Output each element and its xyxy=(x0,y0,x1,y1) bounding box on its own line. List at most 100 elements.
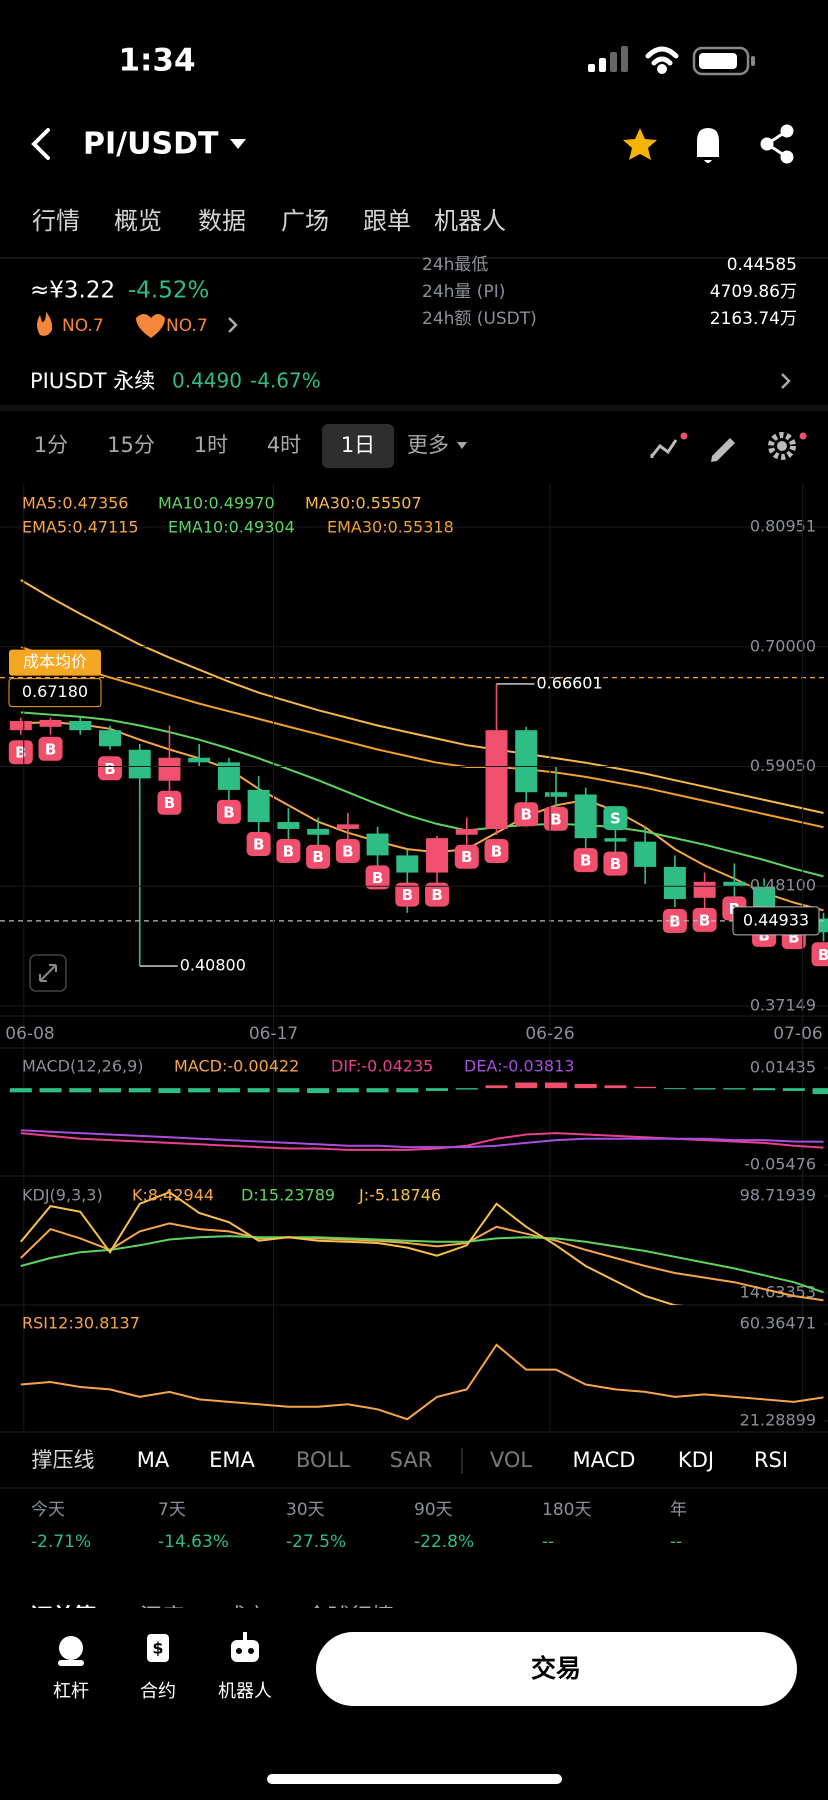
pair-title[interactable]: PI/USDT xyxy=(83,127,219,162)
indicator-tab[interactable]: 撑压线 xyxy=(32,1448,95,1472)
y-tick-label: 60.36471 xyxy=(740,1314,816,1333)
settings-icon[interactable] xyxy=(768,432,807,460)
macd-bar xyxy=(396,1088,419,1093)
macd-bar xyxy=(277,1088,300,1093)
macd-bar xyxy=(455,1088,478,1090)
trade-button-label[interactable]: 交易 xyxy=(531,1654,581,1683)
futures-icon[interactable]: $ xyxy=(147,1634,169,1662)
indicator-line xyxy=(20,721,824,912)
trade-marker-label: B xyxy=(550,810,561,828)
line-area xyxy=(20,1343,824,1421)
candle-body xyxy=(188,757,211,763)
perf-value: -27.5% xyxy=(286,1532,346,1552)
trade-marker xyxy=(365,865,390,890)
trade-button[interactable] xyxy=(316,1632,797,1706)
perf-label: 今天 xyxy=(31,1500,65,1520)
trade-marker-label: B xyxy=(491,842,502,860)
perf-label: 7天 xyxy=(158,1500,186,1520)
stat-value: 4709.86万 xyxy=(710,282,797,302)
nav-tab[interactable]: 机器人 xyxy=(434,207,506,235)
y-tick-label: 0.48100 xyxy=(750,876,816,895)
cost-price-bg xyxy=(8,678,102,708)
nav-tab[interactable]: 数据 xyxy=(198,207,246,235)
perp-name[interactable]: PIUSDT 永续 xyxy=(30,369,155,393)
legend-label: K:8.42944 xyxy=(132,1186,214,1205)
indicator-line xyxy=(20,579,824,814)
panel-title: KDJ(9,3,3) xyxy=(22,1186,103,1205)
macd-bar xyxy=(782,1088,805,1091)
nav-tab[interactable]: 行情 xyxy=(32,207,80,235)
price-cny: ≈¥3.22 xyxy=(30,278,115,304)
bottom-nav-label[interactable]: 合约 xyxy=(140,1681,176,1702)
alert-bell[interactable] xyxy=(697,128,719,163)
trade-marker xyxy=(662,909,687,934)
interval-tab[interactable]: 1日 xyxy=(341,433,375,457)
y-tick-label: 0.80951 xyxy=(750,517,816,536)
share-icon[interactable] xyxy=(760,124,794,164)
draw-tool[interactable] xyxy=(711,438,735,462)
candle-body xyxy=(634,841,657,867)
x-tick-label: 06-17 xyxy=(249,1024,298,1044)
trade-marker xyxy=(514,802,539,827)
indicator-tab[interactable]: MA xyxy=(137,1448,170,1472)
leverage-icon[interactable] xyxy=(58,1636,84,1666)
indicator-line xyxy=(20,1235,824,1294)
home-indicator xyxy=(267,1774,562,1784)
interval-tab[interactable]: 4时 xyxy=(267,433,301,457)
battery-icon xyxy=(692,46,755,76)
perf-label: 年 xyxy=(670,1500,687,1520)
indicator-tab[interactable]: VOL xyxy=(490,1448,533,1472)
legend-label: RSI12:30.8137 xyxy=(22,1314,140,1333)
nav-tab[interactable]: 概览 xyxy=(114,207,162,235)
bot-icon[interactable] xyxy=(231,1632,259,1662)
candle-body xyxy=(663,866,686,900)
indicator-line xyxy=(20,1222,824,1302)
macd-bar xyxy=(723,1088,746,1090)
macd-bar xyxy=(99,1088,122,1093)
indicator-tab[interactable]: BOLL xyxy=(296,1448,350,1472)
interval-tab[interactable]: 更多 xyxy=(407,433,449,457)
candle-body xyxy=(158,757,181,781)
indicator-tab[interactable]: KDJ xyxy=(678,1448,714,1472)
perp-chevron[interactable] xyxy=(781,373,791,389)
candle-body xyxy=(753,886,776,913)
indicator-icon[interactable] xyxy=(650,432,688,459)
favorite-star[interactable] xyxy=(623,128,657,160)
section-gap xyxy=(0,405,828,411)
cost-tag-bg xyxy=(9,649,101,676)
indicator-tab[interactable]: RSI xyxy=(754,1448,788,1472)
more-dropdown[interactable] xyxy=(457,442,467,449)
perf-value: -- xyxy=(670,1532,682,1552)
interval-tab[interactable]: 1时 xyxy=(194,433,228,457)
interval-tab[interactable]: 1分 xyxy=(34,433,68,457)
trade-marker-label: B xyxy=(283,842,294,860)
bottom-nav-label[interactable]: 机器人 xyxy=(218,1681,272,1702)
stat-value: 2163.74万 xyxy=(710,309,797,329)
indicator-tab[interactable]: MACD xyxy=(573,1448,636,1472)
nav-tab[interactable]: 跟单 xyxy=(363,207,411,235)
macd-bar xyxy=(69,1088,92,1093)
candle-body xyxy=(247,789,270,823)
nav-tab[interactable]: 广场 xyxy=(281,207,329,235)
indicator-tab[interactable]: SAR xyxy=(390,1448,433,1472)
trade-marker-label: B xyxy=(164,794,175,812)
candle-body xyxy=(128,749,151,779)
macd-bar xyxy=(693,1088,716,1090)
y-tick-label: 21.28899 xyxy=(740,1411,816,1430)
interval-tab[interactable]: 15分 xyxy=(107,433,155,457)
y-tick-label: 0.01435 xyxy=(750,1058,816,1077)
trade-marker xyxy=(425,882,450,907)
macd-bar xyxy=(604,1085,627,1089)
pair-dropdown[interactable] xyxy=(230,139,246,149)
trade-marker-label: B xyxy=(580,852,591,870)
macd-bar xyxy=(544,1082,567,1089)
indicator-tab[interactable]: EMA xyxy=(209,1448,255,1472)
bottom-nav-label[interactable]: 杠杆 xyxy=(53,1681,89,1702)
x-tick-label: 06-08 xyxy=(5,1024,54,1044)
expand-button[interactable] xyxy=(29,954,67,992)
rank-chevron[interactable] xyxy=(228,317,238,333)
back-button[interactable] xyxy=(31,128,50,160)
macd-bar xyxy=(188,1088,211,1093)
trade-marker-label: B xyxy=(610,855,621,873)
trade-marker-label: B xyxy=(312,848,323,866)
